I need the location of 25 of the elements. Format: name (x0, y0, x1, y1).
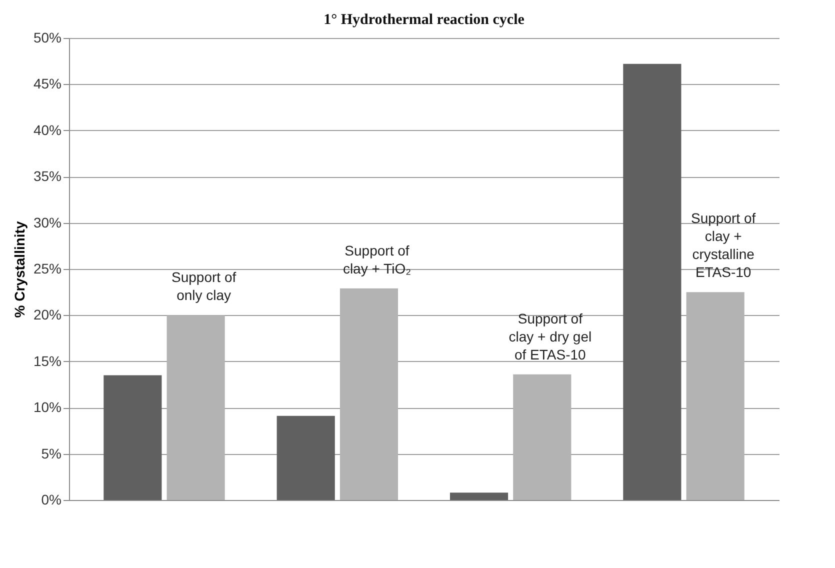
y-axis-title: % Crystallinity (11, 221, 28, 318)
chart-title: 1° Hydrothermal reaction cycle (324, 12, 525, 28)
bar (450, 492, 508, 500)
bar (166, 315, 225, 500)
y-tick-label: 50% (33, 30, 62, 46)
bar (104, 375, 162, 500)
bar (340, 288, 398, 500)
y-tick-label: 30% (33, 214, 62, 230)
y-tick-label: 45% (33, 76, 62, 92)
y-tick-label: 0% (41, 492, 62, 508)
y-tick-label: 40% (33, 122, 62, 138)
y-tick-label: 20% (33, 306, 62, 323)
x-tick-label: Support of only clay (172, 269, 236, 304)
y-tick-label: 25% (33, 260, 62, 276)
x-tick-label: Support of clay + dry gel of ETAS-10 (508, 310, 592, 362)
bar (513, 374, 572, 500)
y-tick-label: 15% (33, 352, 62, 369)
x-tick-label: Support of clay + TiO₂ (342, 242, 412, 276)
y-tick-label: 10% (33, 399, 62, 416)
y-tick-label: 35% (33, 168, 62, 184)
y-tick-label: 5% (41, 445, 62, 462)
bar (686, 292, 744, 500)
x-tick-label: Support of clay + crystalline ETAS-10 (691, 210, 756, 280)
bar (276, 416, 335, 500)
bar (623, 64, 682, 500)
